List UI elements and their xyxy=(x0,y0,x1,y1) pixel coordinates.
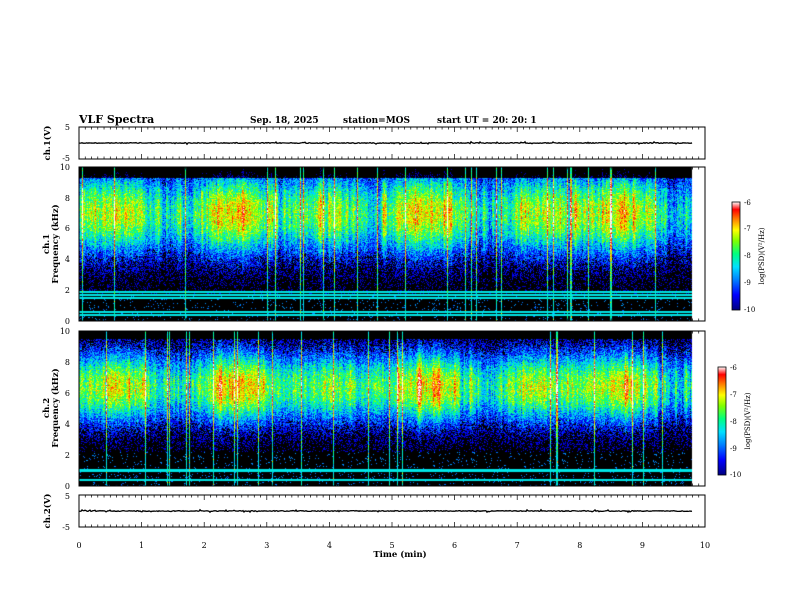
ch1-waveform-ticks xyxy=(78,127,706,159)
ch1-freq-tick-8: 8 xyxy=(65,194,70,203)
ch1-voltage-label: ch.1(V) xyxy=(42,126,53,161)
time-tick-label-5: 5 xyxy=(389,541,394,550)
ch1-cb-tick-m8: -8 xyxy=(744,252,751,260)
time-tick-label-7: 7 xyxy=(515,541,520,550)
ch2-cb-tick-m9: -9 xyxy=(730,445,737,453)
ch1-freq-tick-4: 4 xyxy=(65,255,70,264)
figure-title: VLF Spectra xyxy=(78,113,154,126)
ch1-ytick-bottom: -5 xyxy=(62,154,70,163)
ch2-frequency-label: Frequency (kHz) xyxy=(50,368,61,447)
ch1-colorbar-label: log(PSD)(V²/Hz) xyxy=(758,227,766,284)
ch2-spectrogram-image-holder xyxy=(79,331,693,486)
ch1-spectrogram-heatmap xyxy=(79,167,693,321)
ch2-waveform-trace xyxy=(78,508,693,514)
ch2-cb-tick-m10: -10 xyxy=(730,471,741,479)
ch2-spectrogram-heatmap xyxy=(79,331,693,486)
ch1-channel-label: ch.1 xyxy=(42,234,52,254)
time-axis-label: Time (min) xyxy=(373,549,426,560)
ch2-cb-tick-m8: -8 xyxy=(730,418,737,426)
ch2-colorbar-label: log(PSD)(V²/Hz) xyxy=(744,392,752,449)
ch1-waveform-panel: 5 -5 ch.1(V) xyxy=(42,123,706,163)
time-tick-label-9: 9 xyxy=(640,541,645,550)
ch2-freq-tick-0: 0 xyxy=(65,482,70,491)
station-label: station=MOS xyxy=(343,116,410,126)
ch1-freq-tick-6: 6 xyxy=(65,224,70,233)
ch2-ytick-bottom: -5 xyxy=(62,523,70,532)
time-tick-label-3: 3 xyxy=(264,541,269,550)
ch2-freq-tick-8: 8 xyxy=(65,358,70,367)
ch1-freq-tick-10: 10 xyxy=(60,163,70,172)
ch2-freq-tick-6: 6 xyxy=(65,389,70,398)
time-tick-label-0: 0 xyxy=(76,541,81,550)
time-axis-tick-labels: 0 1 2 3 4 5 6 7 8 9 10 xyxy=(76,541,710,550)
time-tick-label-10: 10 xyxy=(700,541,710,550)
ch1-cb-tick-m9: -9 xyxy=(744,279,751,287)
time-tick-label-2: 2 xyxy=(202,541,207,550)
ch1-spectrogram-ticks xyxy=(78,167,706,321)
ch1-cb-tick-m7: -7 xyxy=(744,225,751,233)
ch1-frequency-label: Frequency (kHz) xyxy=(50,204,61,283)
start-time-label: start UT = 20: 20: 1 xyxy=(437,116,537,126)
time-tick-label-8: 8 xyxy=(577,541,582,550)
date-label: Sep. 18, 2025 xyxy=(250,116,319,126)
ch2-freq-tick-4: 4 xyxy=(65,420,70,429)
ch2-freq-tick-10: 10 xyxy=(60,327,70,336)
ch2-voltage-label: ch.2(V) xyxy=(42,494,53,529)
ch1-colorbar xyxy=(731,201,741,311)
ch1-waveform-trace xyxy=(78,140,693,146)
ch2-channel-label: ch.2 xyxy=(42,398,52,418)
ch2-waveform-panel: 5 -5 ch.2(V) xyxy=(42,492,706,532)
ch2-spectrogram-ticks xyxy=(78,331,706,486)
ch1-freq-tick-2: 2 xyxy=(65,286,70,295)
ch1-spectrogram-panel: 0 2 4 6 8 10 ch.1 Frequency (kHz) -6 -7 … xyxy=(42,163,766,326)
ch1-cb-tick-m10: -10 xyxy=(744,306,755,314)
ch1-ytick-top: 5 xyxy=(65,123,70,132)
time-tick-label-1: 1 xyxy=(139,541,144,550)
ch2-cb-tick-m6: -6 xyxy=(730,364,737,372)
ch1-freq-tick-0: 0 xyxy=(65,317,70,326)
time-tick-label-4: 4 xyxy=(327,541,332,550)
ch2-colorbar xyxy=(717,366,727,476)
ch1-cb-tick-m6: -6 xyxy=(744,199,751,207)
ch2-cb-tick-m7: -7 xyxy=(730,391,737,399)
ch2-spectrogram-panel: 0 2 4 6 8 10 ch.2 Frequency (kHz) -6 -7 … xyxy=(42,327,752,491)
time-tick-label-6: 6 xyxy=(452,541,457,550)
ch1-spectrogram-image-holder xyxy=(79,167,693,321)
ch2-freq-tick-2: 2 xyxy=(65,451,70,460)
ch2-waveform-ticks xyxy=(78,495,706,527)
ch2-ytick-top: 5 xyxy=(65,492,70,501)
